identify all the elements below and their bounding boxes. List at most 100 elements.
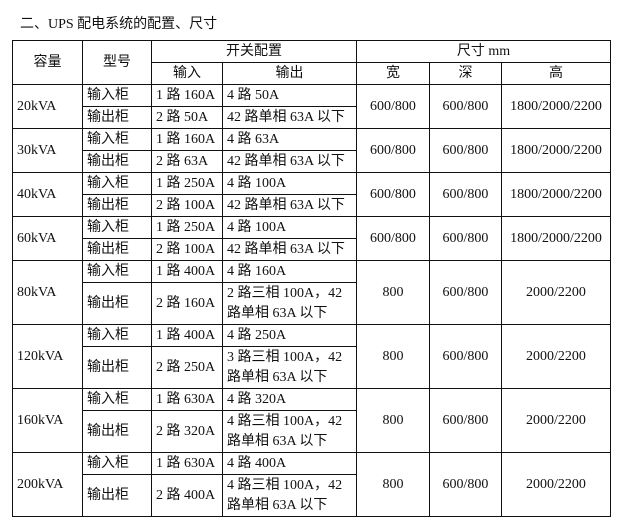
table-row: 30kVA 输入柜 1 路 160A 4 路 63A 600/800 600/800 180… [12,128,611,173]
output-switch-cell: 4 路 100A [222,216,357,239]
cabinet-type-cell: 输入柜 [82,172,152,195]
output-switch-cell: 42 路单相 63A 以下 [222,194,357,217]
capacity-cell: 30kVA [12,128,83,173]
output-switch-cell: 4 路 250A [222,324,357,347]
output-switch-cell: 4 路 320A [222,388,357,411]
cabinet-type-cell: 输出柜 [82,282,152,325]
output-switch-cell: 42 路单相 63A 以下 [222,106,357,129]
input-switch-cell: 2 路 63A [151,150,223,173]
width-cell: 600/800 [356,172,430,217]
table-row: 输出柜 2 路 160A 2 路三相 100A，42 路单相 63A 以下 [13,282,611,325]
width-cell: 800 [356,260,430,325]
height-cell: 1800/2000/2200 [501,84,611,129]
header-input: 输入 [151,62,223,85]
table-row: 40kVA 输入柜 1 路 250A 4 路 100A 600/800 600/800 18… [12,172,611,217]
height-cell: 1800/2000/2200 [501,128,611,173]
width-cell: 600/800 [356,84,430,129]
table-row: 输出柜 2 路 400A 4 路三相 100A，42 路单相 63A 以下 [13,474,611,517]
output-switch-cell: 4 路三相 100A，42 路单相 63A 以下 [222,474,357,517]
output-switch-cell: 4 路 400A [222,452,357,475]
cabinet-type-cell: 输出柜 [82,194,152,217]
output-switch-cell: 2 路三相 100A，42 路单相 63A 以下 [222,282,357,325]
table-row: 输出柜 2 路 63A 42 路单相 63A 以下 [13,150,611,173]
cabinet-type-cell: 输入柜 [82,216,152,239]
cabinet-type-cell: 输出柜 [82,346,152,389]
cabinet-type-cell: 输入柜 [82,452,152,475]
cabinet-type-cell: 输入柜 [82,84,152,107]
capacity-cell: 20kVA [12,84,83,129]
depth-cell: 600/800 [429,324,502,389]
table-row: 20kVA 输入柜 1 路 160A 4 路 50A 600/800 600/800 180… [12,84,611,129]
height-cell: 2000/2200 [501,324,611,389]
input-switch-cell: 1 路 630A [151,452,223,475]
header-switch-config: 开关配置 [151,40,357,63]
section-title: 二、UPS 配电系统的配置、尺寸 [20,17,218,32]
input-switch-cell: 2 路 400A [151,474,223,517]
cabinet-type-cell: 输出柜 [82,474,152,517]
width-cell: 600/800 [356,128,430,173]
input-switch-cell: 1 路 250A [151,216,223,239]
table-row: 输出柜 2 路 100A 42 路单相 63A 以下 [13,194,611,217]
depth-cell: 600/800 [429,84,502,129]
input-switch-cell: 2 路 100A [151,238,223,261]
output-switch-cell: 4 路 50A [222,84,357,107]
capacity-cell: 60kVA [12,216,83,261]
input-switch-cell: 2 路 50A [151,106,223,129]
input-switch-cell: 1 路 160A [151,128,223,151]
output-switch-cell: 4 路三相 100A，42 路单相 63A 以下 [222,410,357,453]
height-cell: 2000/2200 [501,260,611,325]
output-switch-cell: 4 路 63A [222,128,357,151]
depth-cell: 600/800 [429,172,502,217]
height-cell: 1800/2000/2200 [501,172,611,217]
input-switch-cell: 1 路 160A [151,84,223,107]
table-row: 120kVA 输入柜 1 路 400A 4 路 250A 800 600/800 2000/… [12,324,611,389]
height-cell: 2000/2200 [501,452,611,517]
depth-cell: 600/800 [429,452,502,517]
output-switch-cell: 4 路 160A [222,260,357,283]
header-width: 宽 [356,62,430,85]
cabinet-type-cell: 输入柜 [82,388,152,411]
width-cell: 600/800 [356,216,430,261]
input-switch-cell: 2 路 320A [151,410,223,453]
cabinet-type-cell: 输入柜 [82,260,152,283]
input-switch-cell: 2 路 100A [151,194,223,217]
capacity-cell: 200kVA [12,452,83,517]
header-depth: 深 [429,62,502,85]
width-cell: 800 [356,388,430,453]
depth-cell: 600/800 [429,128,502,173]
table-row: 输出柜 2 路 250A 3 路三相 100A，42 路单相 63A 以下 [13,346,611,389]
table-row: 200kVA 输入柜 1 路 630A 4 路 400A 800 600/800 2000/… [12,452,611,517]
capacity-cell: 120kVA [12,324,83,389]
input-switch-cell: 1 路 250A [151,172,223,195]
width-cell: 800 [356,324,430,389]
input-switch-cell: 1 路 630A [151,388,223,411]
output-switch-cell: 42 路单相 63A 以下 [222,238,357,261]
cabinet-type-cell: 输出柜 [82,106,152,129]
header-output: 输出 [222,62,357,85]
capacity-cell: 160kVA [12,388,83,453]
cabinet-type-cell: 输出柜 [82,238,152,261]
input-switch-cell: 2 路 160A [151,282,223,325]
height-cell: 1800/2000/2200 [501,216,611,261]
height-cell: 2000/2200 [501,388,611,453]
header-size: 尺寸 mm [356,40,611,63]
output-switch-cell: 42 路单相 63A 以下 [222,150,357,173]
cabinet-type-cell: 输出柜 [82,150,152,173]
header-capacity: 容量 [12,40,83,85]
ups-config-table: 容量 型号 开关配置 尺寸 mm 输入 输出 宽 深 高 20kVA 输入柜 1 路… [12,40,611,517]
capacity-cell: 40kVA [12,172,83,217]
input-switch-cell: 1 路 400A [151,260,223,283]
header-height: 高 [501,62,611,85]
depth-cell: 600/800 [429,260,502,325]
input-switch-cell: 1 路 400A [151,324,223,347]
depth-cell: 600/800 [429,216,502,261]
input-switch-cell: 2 路 250A [151,346,223,389]
header-model: 型号 [82,40,152,85]
cabinet-type-cell: 输出柜 [82,410,152,453]
width-cell: 800 [356,452,430,517]
table-row: 160kVA 输入柜 1 路 630A 4 路 320A 800 600/800 2000/… [12,388,611,453]
table-row: 60kVA 输入柜 1 路 250A 4 路 100A 600/800 600/800 18… [12,216,611,261]
capacity-cell: 80kVA [12,260,83,325]
output-switch-cell: 3 路三相 100A，42 路单相 63A 以下 [222,346,357,389]
output-switch-cell: 4 路 100A [222,172,357,195]
